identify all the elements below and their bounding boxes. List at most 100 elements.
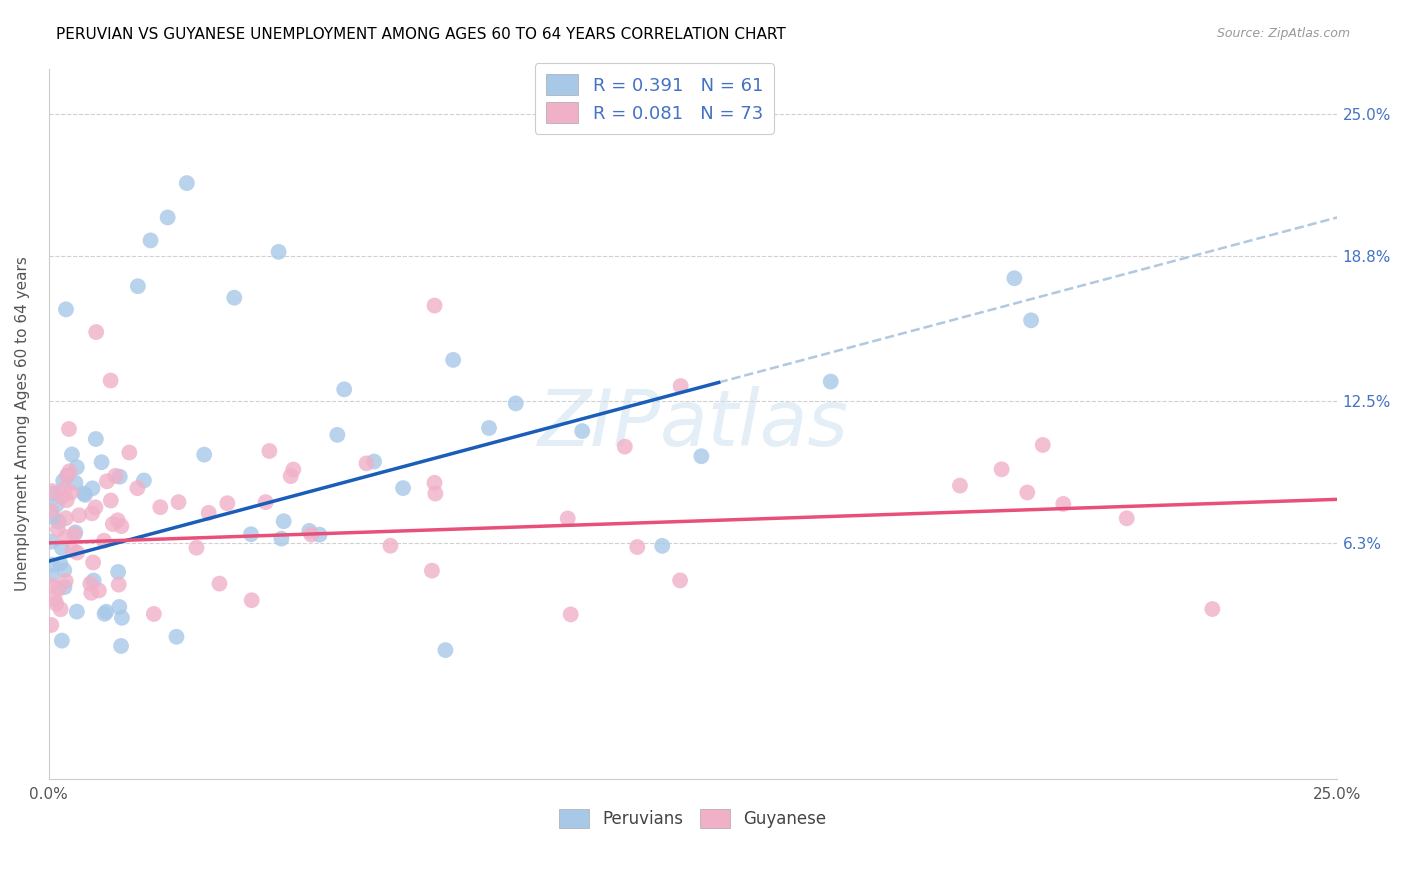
- Point: [669, 379, 692, 393]
- Point: [42, 510, 65, 524]
- Point: [380, 539, 402, 553]
- Point: [84, 500, 107, 515]
- Point: [66, 460, 89, 475]
- Point: [45, 597, 67, 611]
- Point: [626, 540, 648, 554]
- Y-axis label: Unemployment Among Ages 60 to 64 years: Unemployment Among Ages 60 to 64 years: [15, 256, 30, 591]
- Point: [267, 244, 290, 259]
- Point: [83, 574, 105, 588]
- Point: [1019, 313, 1042, 327]
- Text: ZIPatlas: ZIPatlas: [537, 385, 848, 462]
- Point: [1017, 485, 1039, 500]
- Point: [51, 490, 73, 504]
- Point: [46, 522, 69, 536]
- Point: [166, 630, 188, 644]
- Point: [80, 586, 103, 600]
- Point: [107, 513, 129, 527]
- Point: [84, 325, 107, 339]
- Point: [108, 469, 131, 483]
- Point: [186, 541, 208, 555]
- Point: [101, 516, 124, 531]
- Point: [423, 475, 446, 490]
- Point: [423, 299, 446, 313]
- Point: [1201, 602, 1223, 616]
- Point: [240, 593, 263, 607]
- Point: [60, 447, 83, 461]
- Point: [41, 504, 63, 518]
- Point: [48, 515, 70, 529]
- Point: [990, 462, 1012, 476]
- Point: [669, 574, 692, 588]
- Point: [197, 506, 219, 520]
- Point: [270, 532, 292, 546]
- Point: [45, 498, 67, 512]
- Point: [82, 481, 104, 495]
- Point: [59, 485, 82, 500]
- Point: [80, 506, 103, 520]
- Point: [55, 493, 77, 508]
- Point: [425, 486, 447, 500]
- Point: [63, 527, 86, 541]
- Point: [93, 607, 115, 621]
- Point: [73, 486, 96, 500]
- Point: [820, 375, 842, 389]
- Point: [51, 541, 73, 555]
- Point: [41, 618, 63, 632]
- Point: [139, 233, 162, 247]
- Point: [111, 611, 134, 625]
- Point: [96, 475, 118, 489]
- Point: [434, 643, 457, 657]
- Point: [420, 564, 443, 578]
- Point: [93, 533, 115, 548]
- Point: [356, 456, 378, 470]
- Point: [949, 478, 972, 492]
- Point: [308, 527, 330, 541]
- Point: [273, 514, 295, 528]
- Point: [65, 475, 87, 490]
- Point: [49, 557, 72, 571]
- Point: [52, 474, 75, 488]
- Point: [55, 302, 77, 317]
- Point: [55, 511, 77, 525]
- Point: [41, 568, 63, 582]
- Point: [280, 469, 302, 483]
- Point: [560, 607, 582, 622]
- Point: [254, 495, 277, 509]
- Point: [51, 633, 73, 648]
- Point: [55, 574, 77, 588]
- Point: [41, 558, 63, 572]
- Point: [156, 211, 179, 225]
- Point: [298, 524, 321, 538]
- Point: [104, 468, 127, 483]
- Point: [283, 462, 305, 476]
- Point: [392, 481, 415, 495]
- Point: [56, 468, 79, 483]
- Point: [41, 484, 63, 499]
- Point: [41, 534, 63, 549]
- Point: [66, 545, 89, 559]
- Point: [96, 605, 118, 619]
- Point: [67, 508, 90, 523]
- Point: [690, 449, 713, 463]
- Point: [58, 422, 80, 436]
- Point: [613, 440, 636, 454]
- Point: [333, 382, 356, 396]
- Point: [73, 488, 96, 502]
- Point: [224, 291, 246, 305]
- Point: [127, 279, 149, 293]
- Point: [259, 444, 281, 458]
- Point: [84, 432, 107, 446]
- Text: Source: ZipAtlas.com: Source: ZipAtlas.com: [1216, 27, 1350, 40]
- Point: [240, 527, 263, 541]
- Point: [87, 583, 110, 598]
- Point: [557, 511, 579, 525]
- Point: [82, 556, 104, 570]
- Point: [1052, 497, 1074, 511]
- Point: [363, 454, 385, 468]
- Point: [571, 424, 593, 438]
- Point: [107, 577, 129, 591]
- Point: [326, 428, 349, 442]
- Point: [110, 639, 132, 653]
- Point: [58, 464, 80, 478]
- Point: [110, 519, 132, 533]
